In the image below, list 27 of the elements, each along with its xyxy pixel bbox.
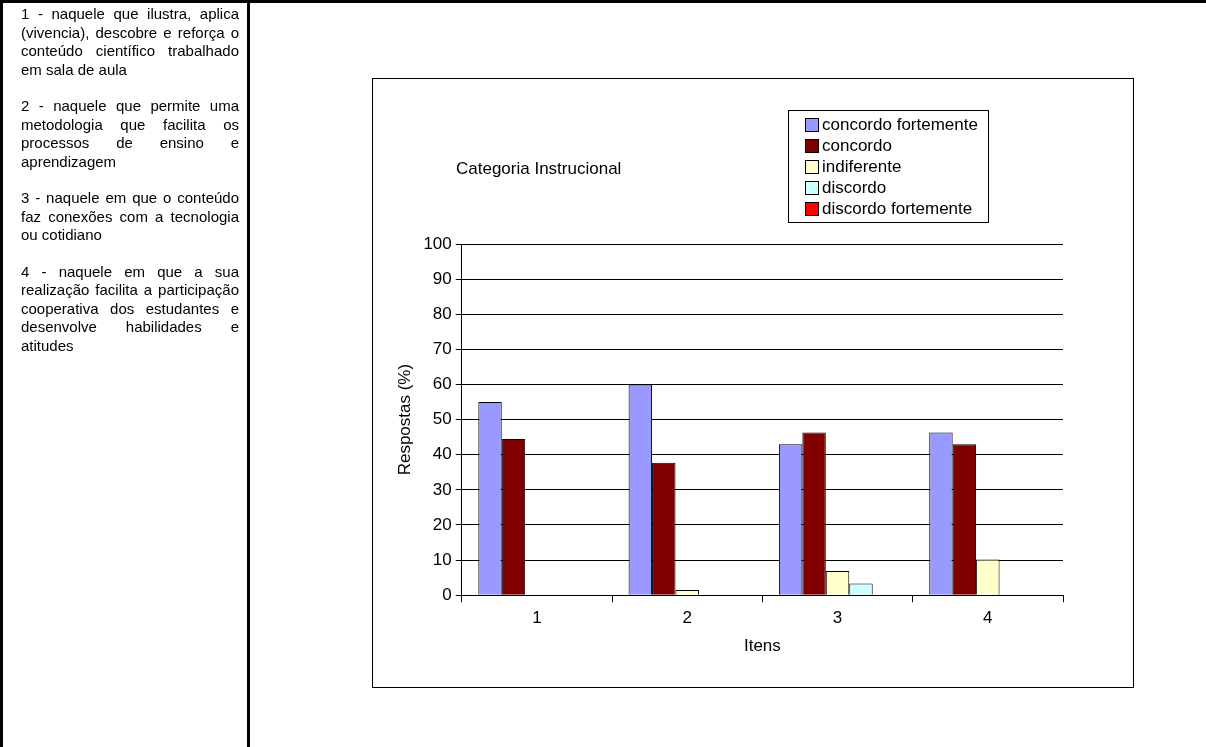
y-axis-title: Respostas (%)	[394, 363, 414, 476]
y-tick-label: 30	[432, 479, 452, 499]
legend-label: indiferente	[822, 156, 902, 177]
y-tick-label: 50	[432, 409, 452, 429]
legend-label: concordo fortemente	[822, 114, 978, 135]
legend-label: discordo	[822, 177, 887, 198]
y-tick-label: 100	[423, 233, 452, 253]
y-tick-label: 0	[442, 584, 452, 604]
text: 1 - naquele que ilustra, aplica (vivencia), descobre e reforça o conteúdo científico trabalhado em sala de aula	[21, 5, 239, 79]
y-tick-label: 90	[432, 268, 452, 288]
y-tick-label: 20	[432, 514, 452, 534]
x-tick-label: 2	[682, 608, 692, 628]
text: 4 - naquele em que a sua realização facilita a participação cooperativa dos estudantes e desenvolve habilidades e atitudes	[21, 262, 239, 355]
chart-title: Categoria Instrucional	[456, 159, 622, 179]
x-tick-label: 3	[832, 608, 843, 628]
y-tick-label: 70	[432, 339, 452, 359]
x-axis-title: Itens	[743, 636, 781, 656]
y-tick-label: 40	[432, 444, 452, 464]
y-tick-label: 60	[432, 374, 452, 394]
y-tick-label: 10	[432, 549, 452, 569]
legend-label: discordo fortemente	[822, 198, 973, 219]
x-tick-label: 1	[532, 608, 542, 628]
text: 2 - naquele que permite uma metodologia que facilita os processos de ensino e aprendizagem	[21, 97, 239, 171]
y-tick-label: 80	[432, 303, 452, 323]
x-tick-label: 4	[983, 608, 993, 628]
legend-label: concordo	[822, 135, 892, 156]
text: 3 - naquele em que o conteúdo faz conexões com a tecnologia ou cotidiano	[21, 189, 239, 245]
